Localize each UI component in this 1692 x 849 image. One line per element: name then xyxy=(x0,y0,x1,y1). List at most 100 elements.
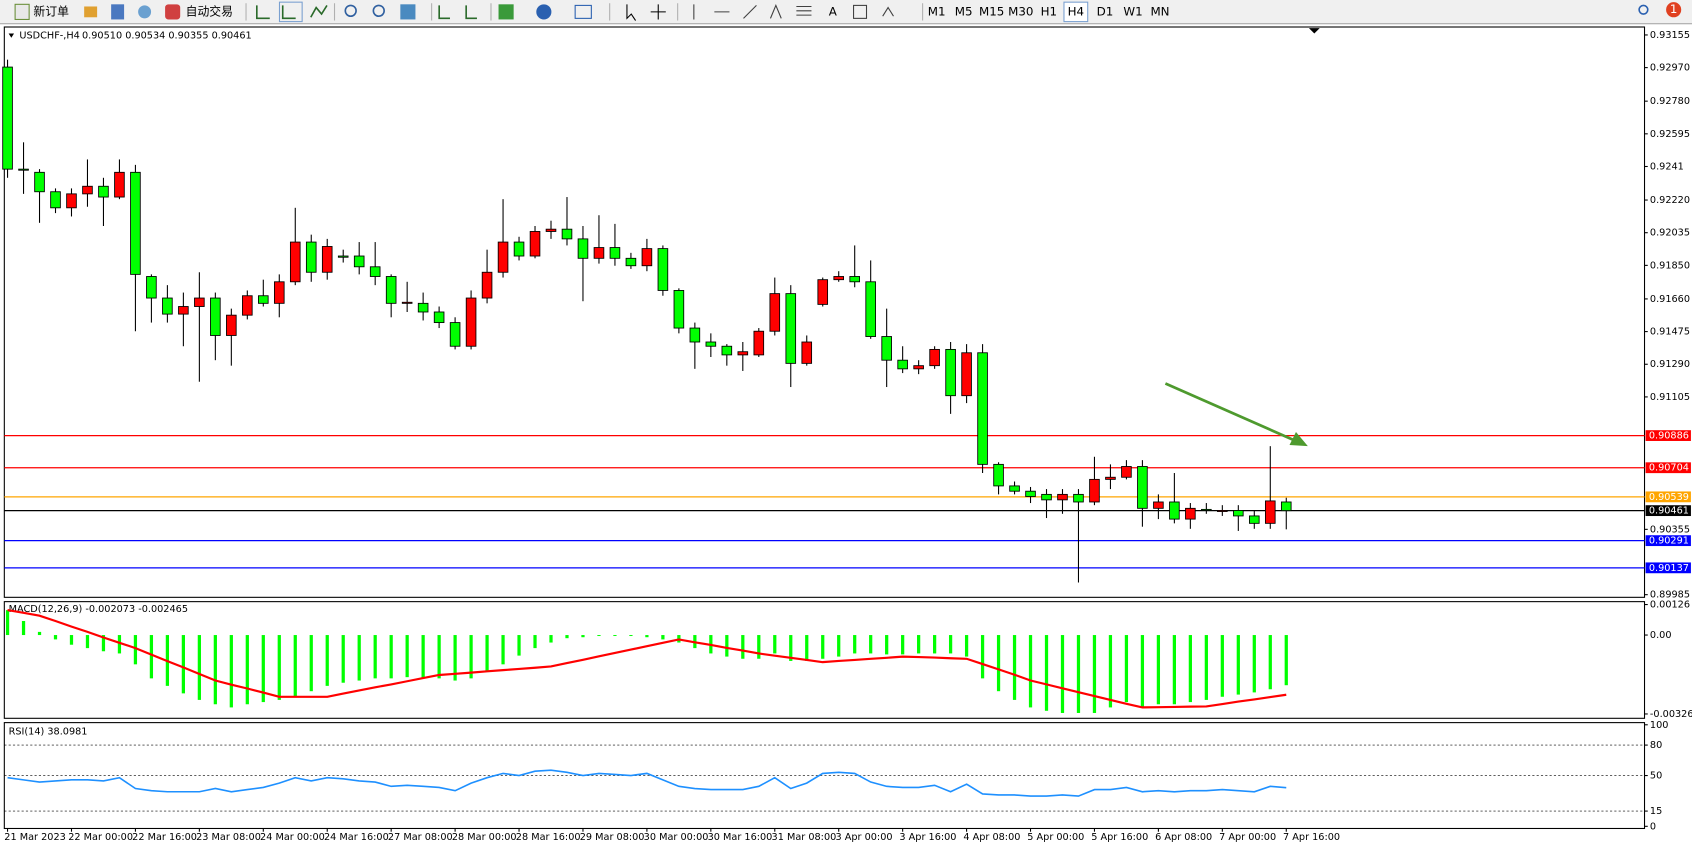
auto-trading-button[interactable]: 自动交易 xyxy=(186,4,233,18)
timeframe-button[interactable]: D1 xyxy=(1097,4,1114,18)
arrow-line xyxy=(1164,382,1294,441)
macd-bar xyxy=(1092,635,1097,713)
macd-bar xyxy=(1140,635,1145,708)
y-tick-label: 0.91105 xyxy=(1650,392,1690,403)
macd-bar xyxy=(245,635,249,705)
candle-body xyxy=(1073,493,1084,503)
macd-bar xyxy=(581,635,585,638)
active-timeframe xyxy=(1063,1,1089,23)
timeframe-button[interactable]: H4 xyxy=(1068,4,1084,18)
candle-body xyxy=(1264,500,1276,524)
macd-bar xyxy=(117,635,122,654)
text-tool[interactable]: A xyxy=(829,4,838,18)
macd-bar xyxy=(1012,635,1017,700)
candle-body xyxy=(785,293,797,364)
cursor-icon[interactable] xyxy=(626,4,637,21)
notification-badge[interactable] xyxy=(1666,2,1682,18)
macd-bar xyxy=(405,635,409,678)
macd-bar xyxy=(309,635,313,692)
candle-body xyxy=(641,248,653,267)
candle-body xyxy=(1041,493,1052,501)
scroll-icons[interactable] xyxy=(438,5,477,20)
x-tick-label: 4 Apr 08:00 xyxy=(963,832,1020,843)
icon[interactable] xyxy=(138,5,152,19)
y-tick-label: 0.89985 xyxy=(1650,590,1690,601)
candle-body xyxy=(673,290,685,329)
x-tick-label: 30 Mar 16:00 xyxy=(708,832,773,843)
macd-bar xyxy=(1060,635,1065,713)
x-tick-label: 7 Apr 16:00 xyxy=(1283,832,1340,843)
price-label-box xyxy=(1645,505,1691,517)
arrow-tool[interactable] xyxy=(882,6,894,17)
x-tick-label: 24 Mar 16:00 xyxy=(324,832,389,843)
new-order-button[interactable]: 新订单 xyxy=(33,4,69,18)
price-label-box xyxy=(1645,462,1691,474)
y-tick-label: 0.91850 xyxy=(1650,260,1690,271)
y-tick-label: 0.92220 xyxy=(1650,195,1690,206)
search-icon[interactable] xyxy=(1638,4,1649,15)
candle-body xyxy=(961,352,972,397)
candle-body xyxy=(146,276,157,299)
label-tool[interactable] xyxy=(853,4,868,19)
candle-body xyxy=(1105,476,1116,480)
y-tick-label: 0.00 xyxy=(1650,630,1672,641)
macd-bar xyxy=(613,635,617,637)
timeframe-button[interactable]: W1 xyxy=(1123,4,1142,18)
icon[interactable] xyxy=(111,4,125,20)
macd-bar xyxy=(421,635,425,679)
macd-bar xyxy=(229,635,233,708)
price-label: 0.90461 xyxy=(1649,506,1689,517)
zoom-in-icon[interactable] xyxy=(344,4,357,18)
price-label: 0.90137 xyxy=(1649,563,1689,574)
candle-body xyxy=(881,336,892,361)
templates-icon[interactable] xyxy=(574,4,592,19)
icon[interactable] xyxy=(84,6,98,18)
timeframe-button[interactable]: M1 xyxy=(928,4,946,18)
timeframe-button[interactable]: M30 xyxy=(1008,4,1033,18)
candle-body xyxy=(353,255,365,268)
candle-body xyxy=(1201,508,1212,511)
y-tick-label: 0.9241 xyxy=(1650,161,1684,172)
macd-bar xyxy=(661,635,665,640)
x-tick-label: 31 Mar 08:00 xyxy=(772,832,837,843)
candle-body xyxy=(385,276,397,304)
drawing-tools[interactable] xyxy=(693,3,812,20)
candle-body xyxy=(34,171,45,193)
candle-body xyxy=(529,231,541,257)
crosshair-icon[interactable] xyxy=(650,4,666,20)
x-tick-label: 6 Apr 08:00 xyxy=(1155,832,1212,843)
macd-bar xyxy=(213,635,217,705)
timeframe-button[interactable]: H1 xyxy=(1041,4,1057,18)
candle-body xyxy=(210,297,221,336)
macd-bar xyxy=(389,635,393,679)
candle-body xyxy=(689,327,701,343)
candle-body xyxy=(305,241,317,273)
chart-type-icons[interactable] xyxy=(256,4,328,20)
macd-bar xyxy=(869,635,873,654)
macd-bar xyxy=(773,635,777,654)
candle-body xyxy=(897,359,908,370)
candle-body xyxy=(513,241,525,257)
candle-body xyxy=(82,185,93,195)
y-tick-label: 0 xyxy=(1650,821,1656,832)
periods-icon[interactable] xyxy=(536,4,552,20)
timeframe-button[interactable]: MN xyxy=(1150,4,1169,18)
zoom-out-icon[interactable] xyxy=(372,4,385,18)
candle-body xyxy=(114,171,125,198)
candle-body xyxy=(2,66,13,170)
timeframe-button[interactable]: M5 xyxy=(955,4,973,18)
macd-bar xyxy=(901,635,905,655)
tile-icon[interactable] xyxy=(400,4,416,20)
macd-bar xyxy=(789,635,793,661)
x-tick-label: 24 Mar 00:00 xyxy=(260,832,325,843)
macd-bar xyxy=(933,635,937,654)
candle-body xyxy=(993,463,1004,487)
timeframe-button[interactable]: M15 xyxy=(979,4,1004,18)
candle-body xyxy=(497,241,509,273)
macd-bar xyxy=(1188,635,1192,703)
candle-body xyxy=(1249,515,1260,524)
indicators-icon[interactable] xyxy=(498,4,514,20)
macd-bar xyxy=(1252,635,1256,693)
price-label-box xyxy=(1645,430,1691,441)
